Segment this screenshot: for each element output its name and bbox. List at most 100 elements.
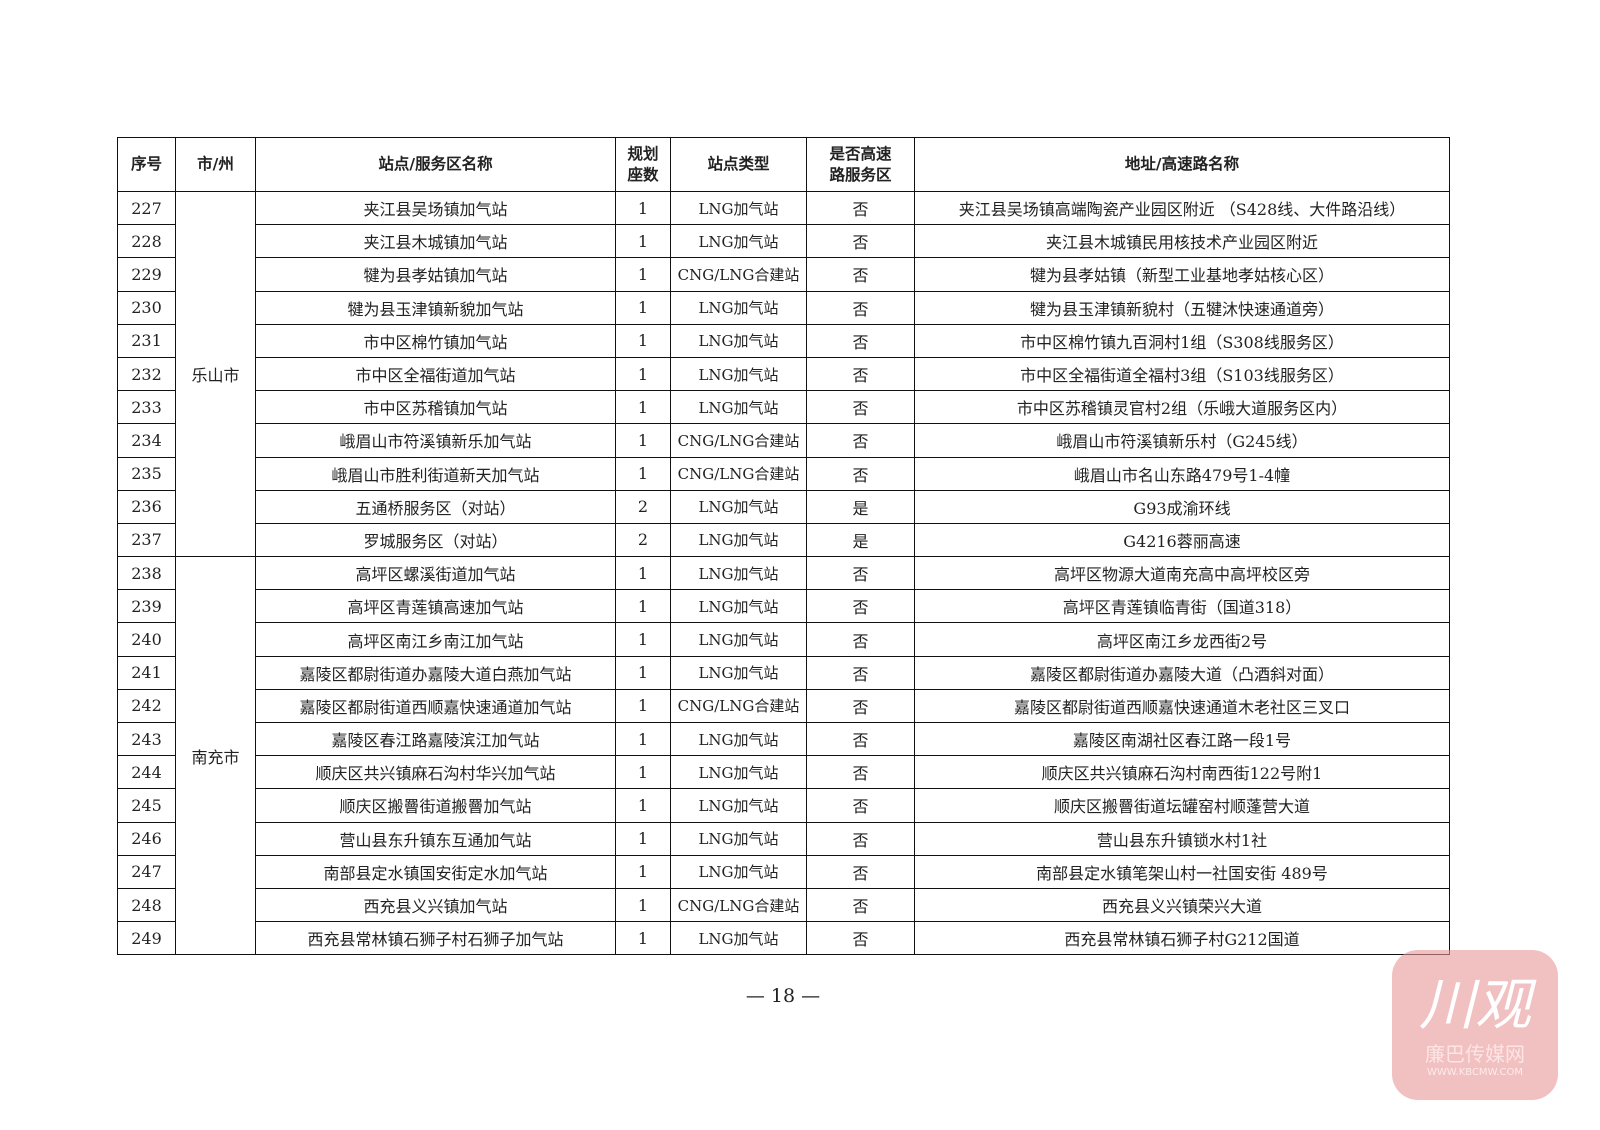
table-row: 235 峨眉山市胜利街道新天加气站 1 CNG/LNG合建站否峨眉山市名山东路479号… [117, 456, 1450, 491]
cell-index: 247 [117, 854, 176, 889]
cell-planned-count: 1 [615, 688, 671, 724]
cell-planned-count: 2 [615, 522, 671, 558]
cell-address: 西充县常林镇石狮子村G212国道 [914, 921, 1450, 956]
cell-station-name: 营山县东升镇东互通加气站 [255, 821, 616, 856]
table-row: 239 高坪区青莲镇高速加气站 1 LNG加气站否高坪区青莲镇临青街（国道318） [117, 589, 1450, 624]
cell-station-name: 市中区棉竹镇加气站 [255, 323, 616, 358]
table-row: 238 南充市 高坪区螺溪街道加气站 1 LNG加气站否高坪区物源大道南充高中高坪校区旁 [117, 556, 1450, 956]
stations-table: 序号 市/州 站点/服务区名称 规划 座数 站点类型 是否高速 路服务区 地址/… [117, 137, 1450, 956]
table-row: 246 营山县东升镇东互通加气站 1 LNG加气站否营山县东升镇锁水村1社 [117, 821, 1450, 856]
table-row: 247 南部县定水镇国安街定水加气站 1 LNG加气站否南部县定水镇笔架山村一社国安街… [117, 854, 1450, 889]
cell-address: 营山县东升镇锁水村1社 [914, 821, 1450, 856]
cell-index: 230 [117, 290, 176, 325]
cell-address: 高坪区青莲镇临青街（国道318） [914, 589, 1450, 624]
cell-station-type: LNG加气站 [670, 821, 807, 856]
cell-planned-count: 1 [615, 622, 671, 657]
cell-is-highway: 否 [806, 589, 915, 624]
cell-planned-count: 1 [615, 589, 671, 624]
cell-address: 犍为县玉津镇新貌村（五犍沐快速通道旁） [914, 290, 1450, 325]
cell-station-type: LNG加气站 [670, 655, 807, 690]
table-row: 227 乐山市 夹江县吴场镇加气站 1 LNG加气站否夹江县吴场镇高端陶瓷产业园区附近 … [117, 190, 1450, 558]
cell-index: 227 [117, 190, 176, 226]
cell-station-type: LNG加气站 [670, 489, 807, 524]
cell-planned-count: 1 [615, 655, 671, 690]
table-row: 241 嘉陵区都尉街道办嘉陵大道白燕加气站 1 LNG加气站否嘉陵区都尉街道办嘉陵大道… [117, 655, 1450, 690]
cell-station-name: 市中区全福街道加气站 [255, 356, 616, 392]
cell-station-type: LNG加气站 [670, 755, 807, 790]
cell-address: 顺庆区共兴镇麻石沟村南西街122号附1 [914, 755, 1450, 790]
table-row: 248 西充县义兴镇加气站 1 CNG/LNG合建站否西充县义兴镇荣兴大道 [117, 887, 1450, 923]
cell-station-type: LNG加气站 [670, 622, 807, 657]
cell-planned-count: 1 [615, 887, 671, 923]
header-row: 序号 市/州 站点/服务区名称 规划 座数 站点类型 是否高速 路服务区 地址/… [117, 137, 1450, 192]
table-row: 245 顺庆区搬罾街道搬罾加气站 1 LNG加气站否顺庆区搬罾街道坛罐窑村顺蓬营大道 [117, 788, 1450, 823]
cell-station-type: CNG/LNG合建站 [670, 456, 807, 491]
table-row: 242 嘉陵区都尉街道西顺嘉快速通道加气站 1 CNG/LNG合建站否嘉陵区都尉街道西… [117, 688, 1450, 724]
cell-is-highway: 否 [806, 556, 915, 591]
watermark-sub-text: 廉巴传媒网 [1425, 1042, 1525, 1066]
cell-index: 246 [117, 821, 176, 856]
cell-station-name: 犍为县玉津镇新貌加气站 [255, 290, 616, 325]
header-is-highway: 是否高速 路服务区 [806, 137, 915, 192]
cell-address: 高坪区南江乡龙西街2号 [914, 622, 1450, 657]
cell-station-name: 高坪区螺溪街道加气站 [255, 556, 616, 591]
cell-index: 239 [117, 589, 176, 624]
cell-planned-count: 2 [615, 489, 671, 524]
cell-address: 顺庆区搬罾街道坛罐窑村顺蓬营大道 [914, 788, 1450, 823]
table-row: 234 峨眉山市符溪镇新乐加气站 1 CNG/LNG合建站否峨眉山市符溪镇新乐村（G2… [117, 423, 1450, 458]
cell-planned-count: 1 [615, 290, 671, 325]
cell-address: 嘉陵区都尉街道西顺嘉快速通道木老社区三叉口 [914, 688, 1450, 724]
cell-planned-count: 1 [615, 257, 671, 292]
cell-address: 峨眉山市名山东路479号1-4幢 [914, 456, 1450, 491]
cell-station-name: 嘉陵区都尉街道西顺嘉快速通道加气站 [255, 688, 616, 724]
cell-station-name: 夹江县木城镇加气站 [255, 224, 616, 259]
header-index: 序号 [117, 137, 176, 192]
cell-is-highway: 否 [806, 854, 915, 889]
cell-planned-count: 1 [615, 190, 671, 226]
header-station-type: 站点类型 [670, 137, 807, 192]
cell-index: 232 [117, 356, 176, 392]
cell-planned-count: 1 [615, 456, 671, 491]
cell-is-highway: 否 [806, 821, 915, 856]
cell-station-name: 嘉陵区春江路嘉陵滨江加气站 [255, 721, 616, 757]
cell-station-type: LNG加气站 [670, 323, 807, 358]
cell-address: 夹江县木城镇民用核技术产业园区附近 [914, 224, 1450, 259]
cell-station-type: CNG/LNG合建站 [670, 257, 807, 292]
table-row: 233 市中区苏稽镇加气站 1 LNG加气站否市中区苏稽镇灵官村2组（乐峨大道服务区内… [117, 390, 1450, 425]
cell-station-name: 罗城服务区（对站） [255, 522, 616, 558]
header-planned-count: 规划 座数 [615, 137, 671, 192]
cell-station-name: 峨眉山市胜利街道新天加气站 [255, 456, 616, 491]
cell-index: 231 [117, 323, 176, 358]
cell-station-type: LNG加气站 [670, 190, 807, 226]
cell-station-type: LNG加气站 [670, 224, 807, 259]
cell-station-name: 五通桥服务区（对站） [255, 489, 616, 524]
watermark-url-text: WWW.KBCMW.COM [1427, 1067, 1523, 1078]
cell-address: G4216蓉丽高速 [914, 522, 1450, 558]
cell-is-highway: 否 [806, 190, 915, 226]
cell-planned-count: 1 [615, 323, 671, 358]
page-number: — 18 — [745, 985, 821, 1007]
cell-is-highway: 否 [806, 921, 915, 956]
table-row: 244 顺庆区共兴镇麻石沟村华兴加气站 1 LNG加气站否顺庆区共兴镇麻石沟村南西街1… [117, 755, 1450, 790]
cell-planned-count: 1 [615, 854, 671, 889]
cell-station-type: LNG加气站 [670, 522, 807, 558]
cell-is-highway: 否 [806, 721, 915, 757]
cell-index: 245 [117, 788, 176, 823]
header-city: 市/州 [175, 137, 256, 192]
cell-index: 248 [117, 887, 176, 923]
cell-planned-count: 1 [615, 788, 671, 823]
cell-station-type: LNG加气站 [670, 721, 807, 757]
cell-is-highway: 否 [806, 655, 915, 690]
cell-index: 228 [117, 224, 176, 259]
table-row: 228 夹江县木城镇加气站 1 LNG加气站否夹江县木城镇民用核技术产业园区附近 [117, 224, 1450, 259]
cell-is-highway: 否 [806, 257, 915, 292]
cell-station-type: LNG加气站 [670, 390, 807, 425]
cell-is-highway: 是 [806, 522, 915, 558]
cell-address: 南部县定水镇笔架山村一社国安街 489号 [914, 854, 1450, 889]
cell-address: G93成渝环线 [914, 489, 1450, 524]
cell-station-type: LNG加气站 [670, 556, 807, 591]
cell-station-type: LNG加气站 [670, 788, 807, 823]
cell-city: 南充市 [175, 556, 256, 956]
table-row: 243 嘉陵区春江路嘉陵滨江加气站 1 LNG加气站否嘉陵区南湖社区春江路一段1号 [117, 721, 1450, 757]
cell-is-highway: 否 [806, 224, 915, 259]
